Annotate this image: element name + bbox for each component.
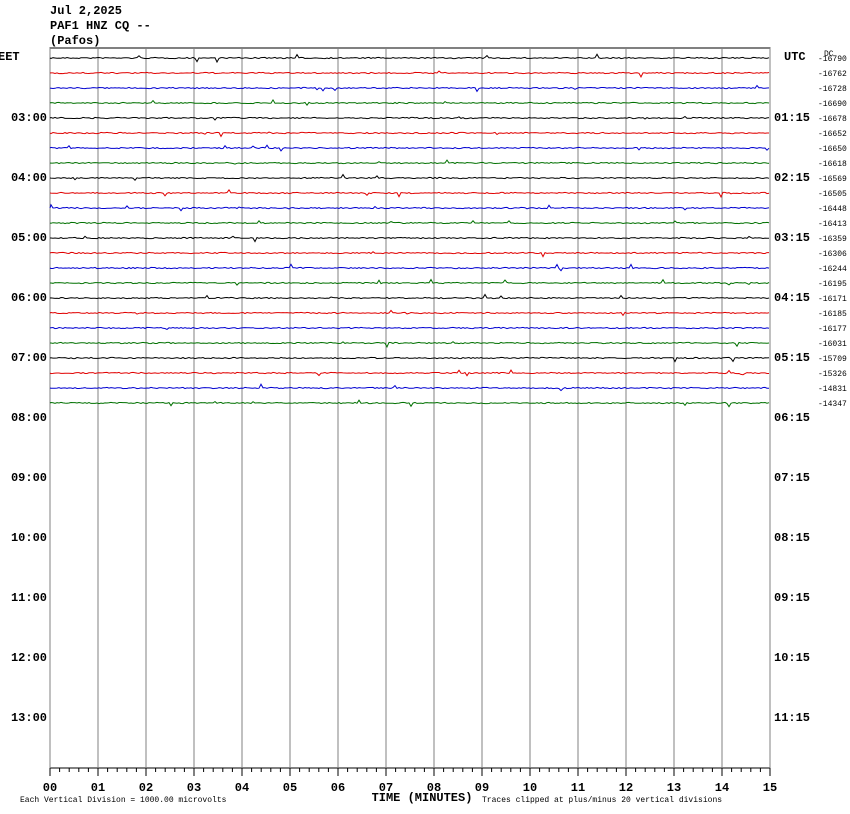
left-time-label: 08:00 bbox=[11, 411, 47, 425]
dc-value: -16185 bbox=[818, 310, 847, 319]
trace bbox=[50, 235, 769, 243]
dc-value: -16652 bbox=[818, 130, 847, 139]
x-tick-label: 10 bbox=[523, 781, 537, 795]
dc-value: -16678 bbox=[818, 115, 847, 124]
right-time-label: 04:15 bbox=[774, 291, 810, 305]
right-time-label: 09:15 bbox=[774, 591, 810, 605]
right-time-label: 03:15 bbox=[774, 231, 810, 245]
title-place: (Pafos) bbox=[50, 34, 100, 48]
trace bbox=[49, 144, 770, 152]
trace bbox=[49, 53, 770, 64]
dc-value: -14831 bbox=[818, 385, 847, 394]
trace bbox=[49, 203, 770, 212]
dc-value: -16031 bbox=[818, 340, 847, 349]
x-tick-label: 01 bbox=[91, 781, 105, 795]
dc-value: -16306 bbox=[818, 250, 847, 259]
left-time-label: 11:00 bbox=[11, 591, 47, 605]
trace bbox=[49, 159, 770, 165]
left-time-label: 04:00 bbox=[11, 171, 47, 185]
dc-value: -16505 bbox=[818, 190, 847, 199]
x-tick-label: 14 bbox=[715, 781, 729, 795]
trace bbox=[49, 131, 769, 138]
trace bbox=[49, 309, 770, 317]
trace bbox=[49, 251, 769, 258]
x-tick-label: 11 bbox=[571, 781, 585, 795]
x-tick-label: 04 bbox=[235, 781, 249, 795]
dc-value: -16244 bbox=[818, 265, 847, 274]
x-tick-label: 08 bbox=[427, 781, 441, 795]
dc-value: -16177 bbox=[818, 325, 847, 334]
right-time-label: 10:15 bbox=[774, 651, 810, 665]
trace bbox=[49, 383, 770, 392]
left-zone: EET bbox=[0, 50, 20, 64]
plot-frame bbox=[49, 47, 771, 769]
dc-value: -16618 bbox=[818, 160, 847, 169]
x-tick-label: 00 bbox=[43, 781, 57, 795]
left-time-label: 13:00 bbox=[11, 711, 47, 725]
right-time-label: 06:15 bbox=[774, 411, 810, 425]
left-time-label: 09:00 bbox=[11, 471, 47, 485]
trace bbox=[50, 278, 770, 286]
title-station: PAF1 HNZ CQ -- bbox=[50, 19, 151, 33]
dc-value: -15326 bbox=[818, 370, 847, 379]
dc-value: -16448 bbox=[818, 205, 847, 214]
trace bbox=[49, 263, 770, 272]
trace bbox=[49, 189, 770, 199]
trace bbox=[49, 115, 770, 121]
dc-value: -14347 bbox=[818, 400, 847, 409]
dc-value: -16413 bbox=[818, 220, 847, 229]
trace bbox=[49, 293, 770, 300]
trace bbox=[50, 341, 770, 349]
right-time-label: 02:15 bbox=[774, 171, 810, 185]
left-time-label: 06:00 bbox=[11, 291, 47, 305]
left-time-label: 07:00 bbox=[11, 351, 47, 365]
trace bbox=[49, 173, 770, 181]
footer-right: Traces clipped at plus/minus 20 vertical… bbox=[482, 796, 722, 805]
trace bbox=[49, 399, 770, 408]
right-time-label: 05:15 bbox=[774, 351, 810, 365]
dc-value: -16569 bbox=[818, 175, 847, 184]
dc-value: -15709 bbox=[818, 355, 847, 364]
dc-value: -16171 bbox=[818, 295, 847, 304]
dc-value: -16359 bbox=[818, 235, 847, 244]
right-time-label: 07:15 bbox=[774, 471, 810, 485]
x-tick-label: 12 bbox=[619, 781, 633, 795]
dc-value: -16790 bbox=[818, 55, 847, 64]
x-axis-label: TIME (MINUTES) bbox=[372, 791, 473, 805]
dc-value: -16762 bbox=[818, 70, 847, 79]
trace bbox=[49, 356, 770, 363]
left-time-label: 03:00 bbox=[11, 111, 47, 125]
right-time-label: 11:15 bbox=[774, 711, 810, 725]
left-time-label: 10:00 bbox=[11, 531, 47, 545]
x-tick-label: 02 bbox=[139, 781, 153, 795]
trace bbox=[49, 98, 770, 107]
dc-value: -16728 bbox=[818, 85, 847, 94]
title-date: Jul 2,2025 bbox=[50, 4, 122, 18]
right-time-label: 08:15 bbox=[774, 531, 810, 545]
x-tick-label: 13 bbox=[667, 781, 681, 795]
x-tick-label: 03 bbox=[187, 781, 201, 795]
x-tick-label: 06 bbox=[331, 781, 345, 795]
dc-value: -16195 bbox=[818, 280, 847, 289]
left-time-label: 05:00 bbox=[11, 231, 47, 245]
left-time-label: 12:00 bbox=[11, 651, 47, 665]
right-time-label: 01:15 bbox=[774, 111, 810, 125]
dc-header: DC bbox=[824, 50, 834, 59]
trace bbox=[49, 84, 770, 93]
dc-value: -16650 bbox=[818, 145, 847, 154]
right-zone: UTC bbox=[784, 50, 806, 64]
trace bbox=[49, 220, 770, 225]
x-tick-label: 09 bbox=[475, 781, 489, 795]
x-tick-label: 15 bbox=[763, 781, 777, 795]
footer-left: Each Vertical Division = 1000.00 microvo… bbox=[20, 796, 227, 805]
trace bbox=[49, 369, 769, 377]
trace bbox=[49, 70, 770, 78]
dc-value: -16690 bbox=[818, 100, 847, 109]
x-tick-label: 05 bbox=[283, 781, 297, 795]
trace bbox=[49, 326, 770, 330]
x-tick-label: 07 bbox=[379, 781, 393, 795]
